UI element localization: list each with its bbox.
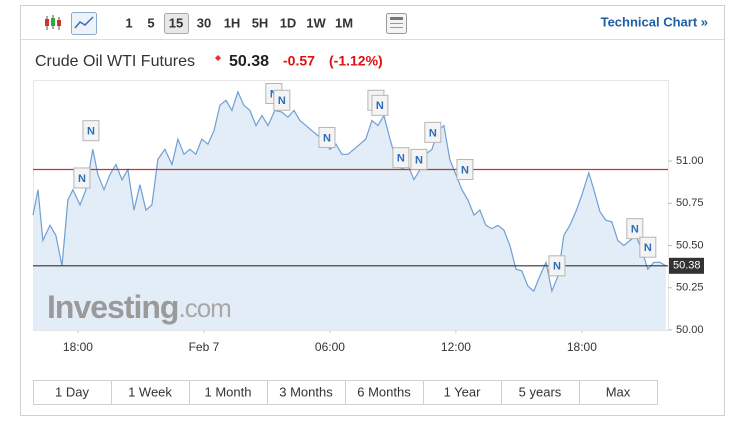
news-flag[interactable]: [73, 167, 91, 189]
interval-button[interactable]: 1W: [306, 15, 326, 30]
candle-icon[interactable]: [45, 15, 61, 30]
range-button-label[interactable]: 6 Months: [357, 384, 411, 399]
news-flag[interactable]: [82, 120, 100, 142]
news-flag[interactable]: [318, 126, 336, 148]
y-tick-label: 51.00: [676, 155, 704, 167]
watermark-brand: Investing: [47, 289, 178, 325]
interval-button[interactable]: 1H: [224, 15, 241, 30]
range-button-label[interactable]: 1 Year: [444, 384, 482, 399]
range-button-label[interactable]: 5 years: [519, 384, 562, 399]
line-icon[interactable]: [71, 12, 97, 35]
interval-selected-bg: [164, 13, 189, 34]
x-tick-label: 12:00: [441, 340, 471, 354]
range-bar: 1 Day 1 Week 1 Month 3 Months 6 Months 1 Year…: [33, 380, 658, 405]
interval-button[interactable]: 1D: [280, 15, 297, 30]
interval-button[interactable]: 5: [147, 15, 154, 30]
news-flag-label[interactable]: N: [429, 127, 437, 139]
range-button[interactable]: [189, 380, 268, 405]
watermark-suffix: .com: [178, 293, 230, 323]
price-down-icon: [215, 55, 221, 61]
news-flag[interactable]: [410, 148, 428, 170]
news-flag-label[interactable]: N: [78, 173, 86, 185]
range-button[interactable]: [345, 380, 424, 405]
news-flag[interactable]: [424, 121, 442, 143]
range-button-label[interactable]: Max: [606, 384, 631, 399]
range-button[interactable]: [501, 380, 580, 405]
y-tick-label: 50.75: [676, 197, 704, 209]
news-flag-label[interactable]: N: [415, 154, 423, 166]
technical-chart-link[interactable]: Technical Chart »: [601, 14, 708, 29]
y-tick-label: 50.00: [676, 324, 704, 336]
interval-button[interactable]: 15: [169, 15, 183, 30]
area-fill: [33, 91, 666, 330]
interval-bar: 1 5 15 30 1H 5H 1D 1W 1M: [125, 13, 353, 34]
news-flag-label[interactable]: N: [376, 100, 384, 112]
news-flag-label[interactable]: N: [278, 95, 286, 107]
range-button-label[interactable]: 1 Month: [205, 384, 252, 399]
news-flag-label[interactable]: N: [397, 153, 405, 165]
price-change-percent: (-1.12%): [329, 53, 383, 69]
news-flag[interactable]: [626, 218, 644, 240]
news-flag[interactable]: [456, 159, 474, 181]
price-change: -0.57: [283, 53, 315, 69]
news-flag[interactable]: [392, 147, 410, 169]
watermark: Investing.com: [47, 289, 231, 325]
news-flag-label[interactable]: N: [461, 164, 469, 176]
news-flag-label[interactable]: N: [87, 126, 95, 138]
y-tick-label: 50.50: [676, 239, 704, 251]
x-tick-label: 18:00: [567, 340, 597, 354]
settings-icon[interactable]: [386, 13, 407, 34]
range-button[interactable]: [579, 380, 658, 405]
range-button-label[interactable]: 3 Months: [279, 384, 333, 399]
interval-button[interactable]: 1: [125, 15, 132, 30]
news-markers: NNNNNNNNNNNNNN: [73, 83, 657, 277]
news-flag[interactable]: [273, 89, 291, 111]
news-flag[interactable]: [639, 236, 657, 258]
interval-button[interactable]: 30: [197, 15, 211, 30]
range-button-label[interactable]: 1 Week: [128, 384, 172, 399]
interval-button[interactable]: 1M: [335, 15, 353, 30]
x-tick-label: 06:00: [315, 340, 345, 354]
range-button[interactable]: [267, 380, 346, 405]
news-flag-label[interactable]: N: [553, 261, 561, 273]
x-tick-label: Feb 7: [189, 340, 220, 354]
last-price: 50.38: [229, 53, 269, 70]
interval-button[interactable]: 5H: [252, 15, 269, 30]
x-tick-label: 18:00: [63, 340, 93, 354]
news-flag-label[interactable]: N: [323, 132, 331, 144]
y-tick-label: 50.25: [676, 282, 704, 294]
instrument-name: Crude Oil WTI Futures: [35, 53, 195, 70]
last-price-box: [669, 257, 704, 274]
range-button-label[interactable]: 1 Day: [55, 384, 89, 399]
news-flag[interactable]: [548, 255, 566, 277]
plot: 51.00 50.75 50.50 50.25 50.00 18:00 Feb 7 06:00…: [32, 90, 704, 354]
news-flag-label[interactable]: N: [631, 224, 639, 236]
news-flag-label[interactable]: N: [644, 242, 652, 254]
news-flag[interactable]: [371, 94, 389, 116]
last-price-label: 50.38: [673, 260, 701, 272]
